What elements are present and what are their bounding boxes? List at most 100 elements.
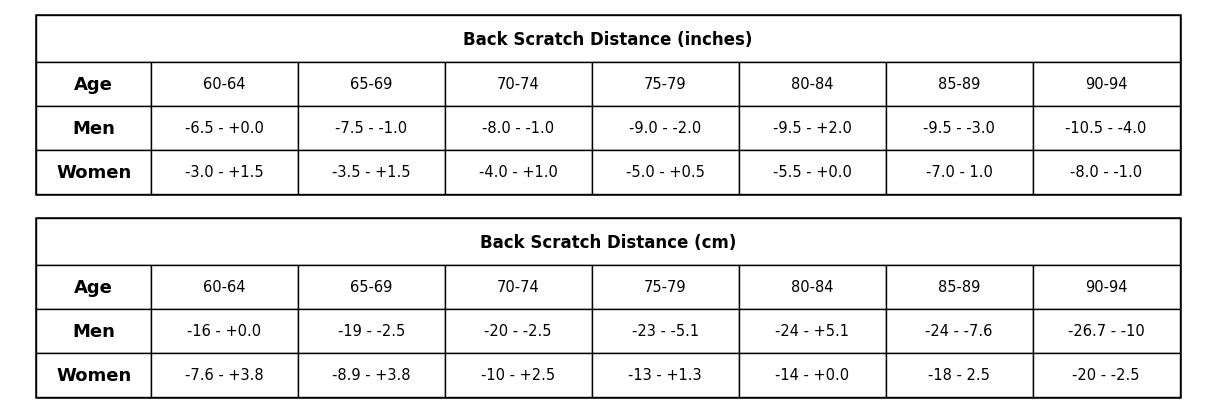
Bar: [36, 106, 151, 151]
Bar: [445, 353, 592, 397]
Text: 70-74: 70-74: [497, 77, 540, 92]
Bar: [885, 63, 1032, 106]
Text: -6.5 - +0.0: -6.5 - +0.0: [185, 121, 264, 136]
Text: 75-79: 75-79: [643, 77, 687, 92]
Bar: [36, 265, 151, 309]
Text: 65-69: 65-69: [350, 77, 393, 92]
Text: 80-84: 80-84: [790, 279, 833, 294]
Bar: [36, 309, 151, 353]
Bar: [298, 309, 445, 353]
Text: 90-94: 90-94: [1085, 279, 1127, 294]
Bar: [592, 63, 738, 106]
Text: Age: Age: [74, 76, 113, 94]
Text: -23 - -5.1: -23 - -5.1: [631, 324, 699, 338]
Text: Women: Women: [56, 366, 131, 384]
Text: -7.5 - -1.0: -7.5 - -1.0: [336, 121, 407, 136]
Text: -7.6 - +3.8: -7.6 - +3.8: [185, 367, 264, 382]
Bar: [1032, 106, 1180, 151]
Bar: [298, 151, 445, 194]
Text: -5.0 - +0.5: -5.0 - +0.5: [626, 165, 704, 180]
Text: Back Scratch Distance (cm): Back Scratch Distance (cm): [480, 233, 736, 251]
Text: -10 - +2.5: -10 - +2.5: [482, 367, 556, 382]
Bar: [298, 63, 445, 106]
Text: -8.0 - -1.0: -8.0 - -1.0: [482, 121, 554, 136]
Bar: [36, 353, 151, 397]
Text: -19 - -2.5: -19 - -2.5: [338, 324, 405, 338]
Bar: [592, 106, 738, 151]
Bar: [885, 353, 1032, 397]
Text: -13 - +1.3: -13 - +1.3: [629, 367, 702, 382]
Bar: [592, 151, 738, 194]
Bar: [445, 106, 592, 151]
Text: Back Scratch Distance (inches): Back Scratch Distance (inches): [463, 31, 753, 49]
Text: -16 - +0.0: -16 - +0.0: [187, 324, 261, 338]
Bar: [298, 353, 445, 397]
Text: -8.9 - +3.8: -8.9 - +3.8: [332, 367, 411, 382]
Text: -9.0 - -2.0: -9.0 - -2.0: [629, 121, 702, 136]
Bar: [592, 309, 738, 353]
Text: 85-89: 85-89: [938, 77, 980, 92]
Bar: [885, 106, 1032, 151]
Bar: [445, 309, 592, 353]
Text: -26.7 - -10: -26.7 - -10: [1068, 324, 1144, 338]
Bar: [151, 309, 298, 353]
Bar: [1032, 63, 1180, 106]
Bar: [592, 353, 738, 397]
Bar: [445, 151, 592, 194]
Bar: [36, 63, 151, 106]
Text: -10.5 - -4.0: -10.5 - -4.0: [1065, 121, 1147, 136]
Text: -20 - -2.5: -20 - -2.5: [484, 324, 552, 338]
Bar: [885, 309, 1032, 353]
Text: -7.0 - 1.0: -7.0 - 1.0: [925, 165, 992, 180]
Text: -14 - +0.0: -14 - +0.0: [775, 367, 849, 382]
Bar: [885, 151, 1032, 194]
Text: -4.0 - +1.0: -4.0 - +1.0: [479, 165, 558, 180]
Bar: [738, 63, 885, 106]
Text: -9.5 - +2.0: -9.5 - +2.0: [772, 121, 851, 136]
Text: 65-69: 65-69: [350, 279, 393, 294]
Text: 90-94: 90-94: [1085, 77, 1127, 92]
Bar: [151, 151, 298, 194]
Bar: [36, 219, 1180, 265]
Bar: [151, 265, 298, 309]
Text: -20 - -2.5: -20 - -2.5: [1073, 367, 1139, 382]
Text: -8.0 - -1.0: -8.0 - -1.0: [1070, 165, 1142, 180]
Text: -18 - 2.5: -18 - 2.5: [928, 367, 990, 382]
Bar: [445, 63, 592, 106]
Bar: [738, 353, 885, 397]
Bar: [151, 63, 298, 106]
Bar: [1032, 151, 1180, 194]
Bar: [298, 106, 445, 151]
Text: -3.5 - +1.5: -3.5 - +1.5: [332, 165, 411, 180]
Bar: [1032, 309, 1180, 353]
Bar: [885, 265, 1032, 309]
Text: Age: Age: [74, 278, 113, 296]
Bar: [151, 353, 298, 397]
Text: -24 - -7.6: -24 - -7.6: [925, 324, 992, 338]
Text: Men: Men: [72, 119, 116, 137]
Text: 60-64: 60-64: [203, 77, 246, 92]
Text: -5.5 - +0.0: -5.5 - +0.0: [772, 165, 851, 180]
Text: 85-89: 85-89: [938, 279, 980, 294]
Bar: [36, 151, 151, 194]
Text: 75-79: 75-79: [643, 279, 687, 294]
Bar: [738, 265, 885, 309]
Text: -3.0 - +1.5: -3.0 - +1.5: [185, 165, 264, 180]
Text: 70-74: 70-74: [497, 279, 540, 294]
Text: -24 - +5.1: -24 - +5.1: [775, 324, 849, 338]
Bar: [36, 16, 1180, 63]
Bar: [738, 151, 885, 194]
Bar: [592, 265, 738, 309]
Text: 60-64: 60-64: [203, 279, 246, 294]
Bar: [151, 106, 298, 151]
Bar: [445, 265, 592, 309]
Bar: [738, 106, 885, 151]
Text: -9.5 - -3.0: -9.5 - -3.0: [923, 121, 995, 136]
Text: Men: Men: [72, 322, 116, 340]
Text: 80-84: 80-84: [790, 77, 833, 92]
Bar: [738, 309, 885, 353]
Text: Women: Women: [56, 163, 131, 181]
Bar: [1032, 265, 1180, 309]
Bar: [298, 265, 445, 309]
Bar: [1032, 353, 1180, 397]
